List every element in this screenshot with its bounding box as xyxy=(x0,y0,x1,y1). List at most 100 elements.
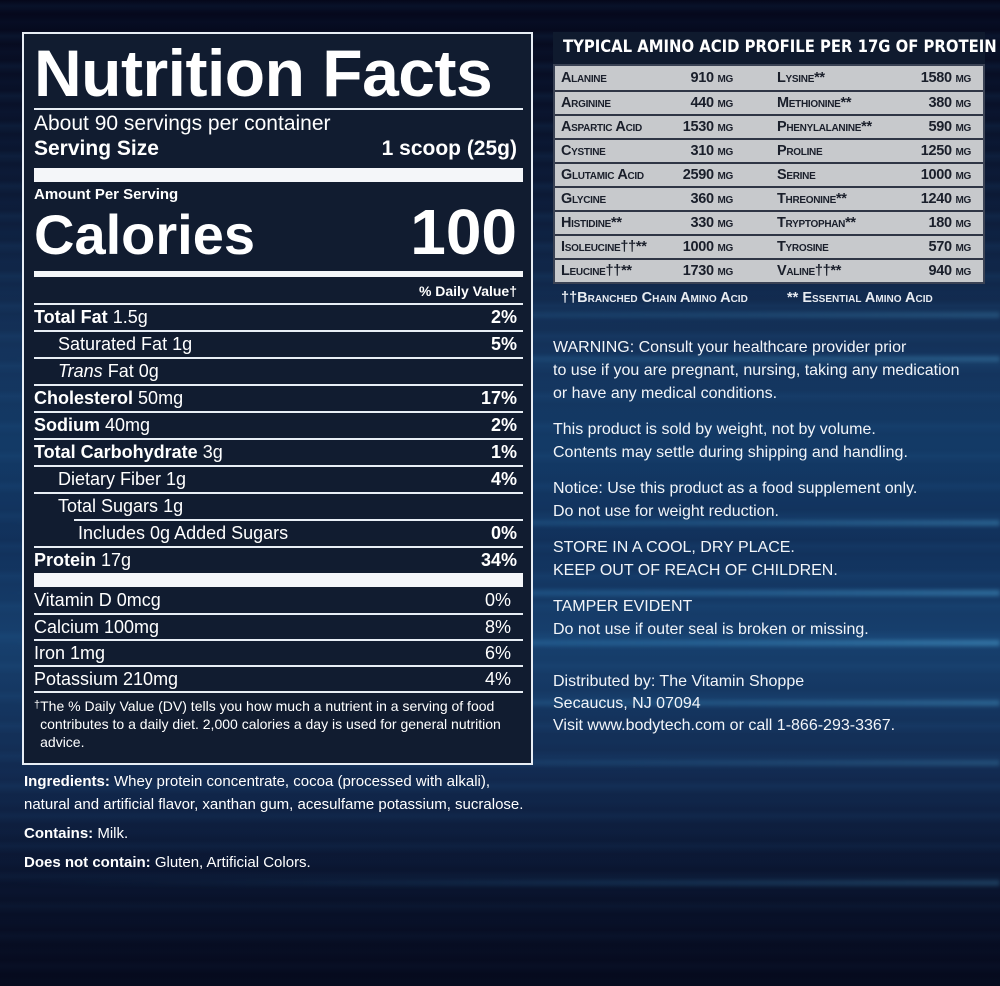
vitamin-dv: 4% xyxy=(484,668,511,689)
vitamin-row: Vitamin D 0mcg 0% xyxy=(34,587,523,613)
nutrient-name: Protein xyxy=(34,550,97,570)
amino-row: Arginine 440 mg Methionine** 380 mg xyxy=(555,90,983,114)
nutrient-dv: 2% xyxy=(490,307,517,327)
serving-size-label: Serving Size xyxy=(34,137,159,160)
calories-row: Calories 100 xyxy=(34,196,523,268)
text-line: Secaucus, NJ 07094 xyxy=(553,695,701,712)
vitamin-dv: 6% xyxy=(484,642,511,663)
nutrient-amount: 50mg xyxy=(138,388,184,408)
calories-label: Calories xyxy=(34,203,255,266)
supplement-notice: Notice: Use this product as a food suppl… xyxy=(553,477,993,523)
text-line: Contents may settle during shipping and … xyxy=(553,444,908,461)
nutrient-row-sodium: Sodium 40mg 2% xyxy=(34,411,523,438)
amino-name: Serine xyxy=(777,167,816,183)
vitamin-row: Calcium 100mg 8% xyxy=(34,613,523,639)
vitamin-label: Vitamin D 0mcg xyxy=(34,589,161,610)
amino-value: 330 mg xyxy=(690,215,733,231)
nutrient-amount: 17g xyxy=(101,550,132,570)
vitamins-list: Vitamin D 0mcg 0% Calcium 100mg 8% Iron … xyxy=(34,587,523,691)
text-line: or have any medical conditions. xyxy=(553,385,778,402)
nutrient-name: Total Sugars xyxy=(58,496,159,516)
amino-value: 310 mg xyxy=(690,143,733,159)
serving-size-value: 1 scoop (25g) xyxy=(381,137,517,160)
calories-value: 100 xyxy=(410,196,517,268)
nutrient-row-total-carbohydrate: Total Carbohydrate 3g 1% xyxy=(34,438,523,465)
ingredients-line: Whey protein concentrate, cocoa (process… xyxy=(109,773,491,790)
contains-value: Milk. xyxy=(93,825,129,842)
amino-name: Alanine xyxy=(561,70,607,86)
nutrient-dv: 1% xyxy=(490,442,517,462)
amino-name: Histidine** xyxy=(561,215,622,231)
amino-name: Methionine** xyxy=(777,95,852,111)
text-line: STORE IN A COOL, DRY PLACE. xyxy=(553,539,795,556)
amino-name: Proline xyxy=(777,143,823,159)
nutrient-dv: 34% xyxy=(480,550,517,570)
amino-name: Threonine** xyxy=(777,191,847,207)
nutrient-dv: 2% xyxy=(490,415,517,435)
nutrient-dv: 4% xyxy=(490,469,517,489)
footnote-text: The % Daily Value (DV) tells you how muc… xyxy=(40,698,501,750)
text-line: This product is sold by weight, not by v… xyxy=(553,421,876,438)
vitamin-row: Potassium 210mg 4% xyxy=(34,665,523,691)
text-line: Do not use if outer seal is broken or mi… xyxy=(553,621,869,638)
weight-notice: This product is sold by weight, not by v… xyxy=(553,418,993,464)
amino-legend: ††Branched Chain Amino Acid ** Essential… xyxy=(553,284,985,306)
nutrient-row-total-sugars: Total Sugars 1g xyxy=(34,492,523,519)
ingredients-section: Ingredients: Whey protein concentrate, c… xyxy=(24,770,544,880)
text-line: Notice: Use this product as a food suppl… xyxy=(553,480,918,497)
nutrient-row-added-sugars: Includes 0g Added Sugars 0% xyxy=(74,519,523,546)
nutrient-name: Dietary Fiber xyxy=(58,469,162,489)
amino-value: 380 mg xyxy=(928,95,971,111)
divider xyxy=(34,108,523,110)
amino-name: Tryptophan** xyxy=(777,215,856,231)
amino-row: Leucine††** 1730 mg Valine††** 940 mg xyxy=(555,258,983,282)
nutrient-dv: 5% xyxy=(490,334,517,354)
nutrient-row-dietary-fiber: Dietary Fiber 1g 4% xyxy=(34,465,523,492)
storage-notice: STORE IN A COOL, DRY PLACE. KEEP OUT OF … xyxy=(553,536,993,582)
text-line: TAMPER EVIDENT xyxy=(553,598,693,615)
amino-value: 570 mg xyxy=(928,239,971,255)
notices-section: WARNING: Consult your healthcare provide… xyxy=(553,336,993,750)
amino-value: 360 mg xyxy=(690,191,733,207)
amino-row: Glutamic Acid 2590 mg Serine 1000 mg xyxy=(555,162,983,186)
amino-name: Phenylalanine** xyxy=(777,119,872,135)
nutrient-name: Total Carbohydrate xyxy=(34,442,198,462)
amino-value: 940 mg xyxy=(928,263,971,279)
nutrition-facts-panel: Nutrition Facts About 90 servings per co… xyxy=(22,32,533,765)
nutrient-amount: 1g xyxy=(163,496,184,516)
amino-value: 180 mg xyxy=(928,215,971,231)
text-line: KEEP OUT OF REACH OF CHILDREN. xyxy=(553,562,838,579)
distributor-info: Distributed by: The Vitamin Shoppe Secau… xyxy=(553,671,993,737)
amino-row: Aspartic Acid 1530 mg Phenylalanine** 590 m… xyxy=(555,114,983,138)
text-line: Distributed by: The Vitamin Shoppe xyxy=(553,673,805,690)
text-line: WARNING: Consult your healthcare provide… xyxy=(553,339,907,356)
amino-value: 1250 mg xyxy=(920,143,972,159)
amino-name: Valine††** xyxy=(777,263,842,279)
vitamin-label: Iron 1mg xyxy=(34,642,106,663)
ingredients-text: Ingredients: Whey protein concentrate, c… xyxy=(24,770,544,816)
does-not-contain-text: Does not contain: Gluten, Artificial Col… xyxy=(24,851,544,874)
amino-name: Aspartic Acid xyxy=(561,119,642,135)
vitamin-dv: 8% xyxy=(484,616,511,637)
ingredients-label: Ingredients: xyxy=(24,773,110,790)
text-line: to use if you are pregnant, nursing, tak… xyxy=(553,362,960,379)
nutrient-name: Fat xyxy=(107,361,134,381)
amino-value: 1530 mg xyxy=(682,119,734,135)
amino-value: 1000 mg xyxy=(920,167,972,183)
divider-thick xyxy=(34,573,523,587)
nutrient-amount: 0g xyxy=(138,361,159,381)
nutrient-row-cholesterol: Cholesterol 50mg 17% xyxy=(34,384,523,411)
amino-value: 590 mg xyxy=(928,119,971,135)
nutrient-name-italic: Trans xyxy=(58,361,103,381)
text-line: Visit www.bodytech.com or call 1-866-293… xyxy=(553,717,896,734)
warning-text: WARNING: Consult your healthcare provide… xyxy=(553,336,993,405)
dagger-mark: † xyxy=(34,699,41,711)
vitamin-row: Iron 1mg 6% xyxy=(34,639,523,665)
amino-value: 910 mg xyxy=(690,70,733,86)
daily-value-footnote: † The % Daily Value (DV) tells you how m… xyxy=(34,691,523,751)
amino-value: 2590 mg xyxy=(682,167,734,183)
servings-per-container: About 90 servings per container xyxy=(34,112,331,135)
amino-name: Cystine xyxy=(561,143,606,159)
amino-table: Alanine 910 mg Lysine** 1580 mg Arginine 440… xyxy=(553,64,985,284)
amino-name: Lysine** xyxy=(777,70,825,86)
